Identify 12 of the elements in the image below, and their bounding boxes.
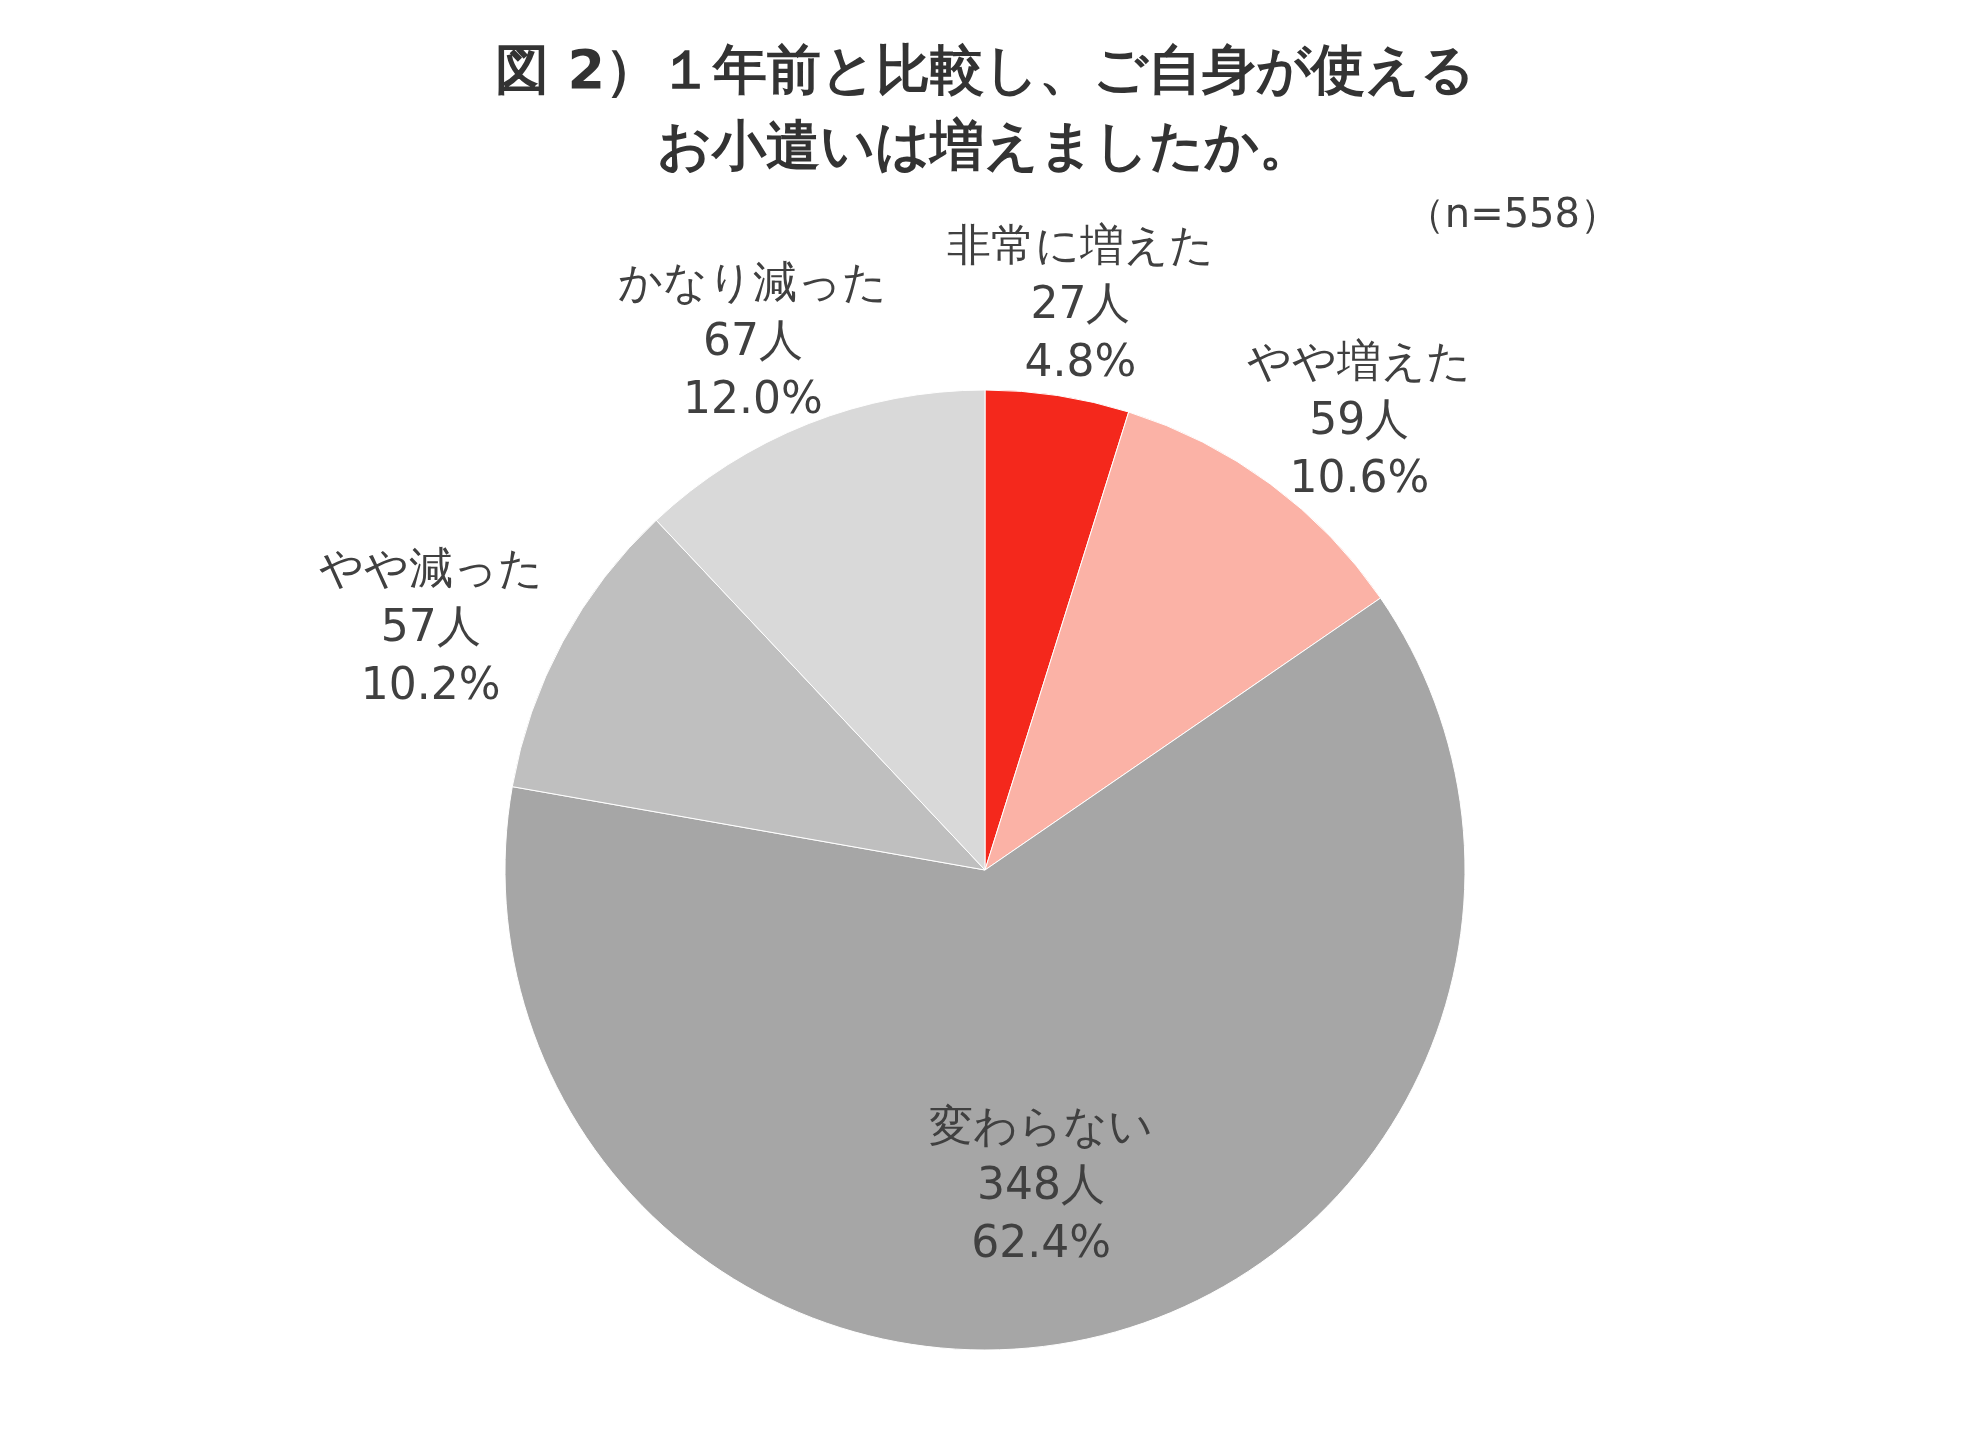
slice-label: 変わらない (929, 1099, 1154, 1151)
slice-label: やや増えた (1247, 335, 1472, 387)
data-label: 27人 4.8% (1024, 277, 1137, 387)
slice-label: 非常に増えた (946, 219, 1214, 271)
chart-title: 図 2）１年前と比較し、ご自身が使えるお小遣いは増えましたか。 (494, 38, 1476, 177)
text: （n=558） (1404, 190, 1620, 236)
data-label: 348人 62.4% (971, 1157, 1111, 1267)
slice-label: かなり減った (618, 256, 888, 308)
data-label: 67人 12.0% (683, 314, 823, 424)
data-label: 59人 10.6% (1289, 393, 1430, 503)
slice-label: やや減った (318, 542, 543, 594)
data-label: 57人 10.2% (360, 600, 501, 710)
